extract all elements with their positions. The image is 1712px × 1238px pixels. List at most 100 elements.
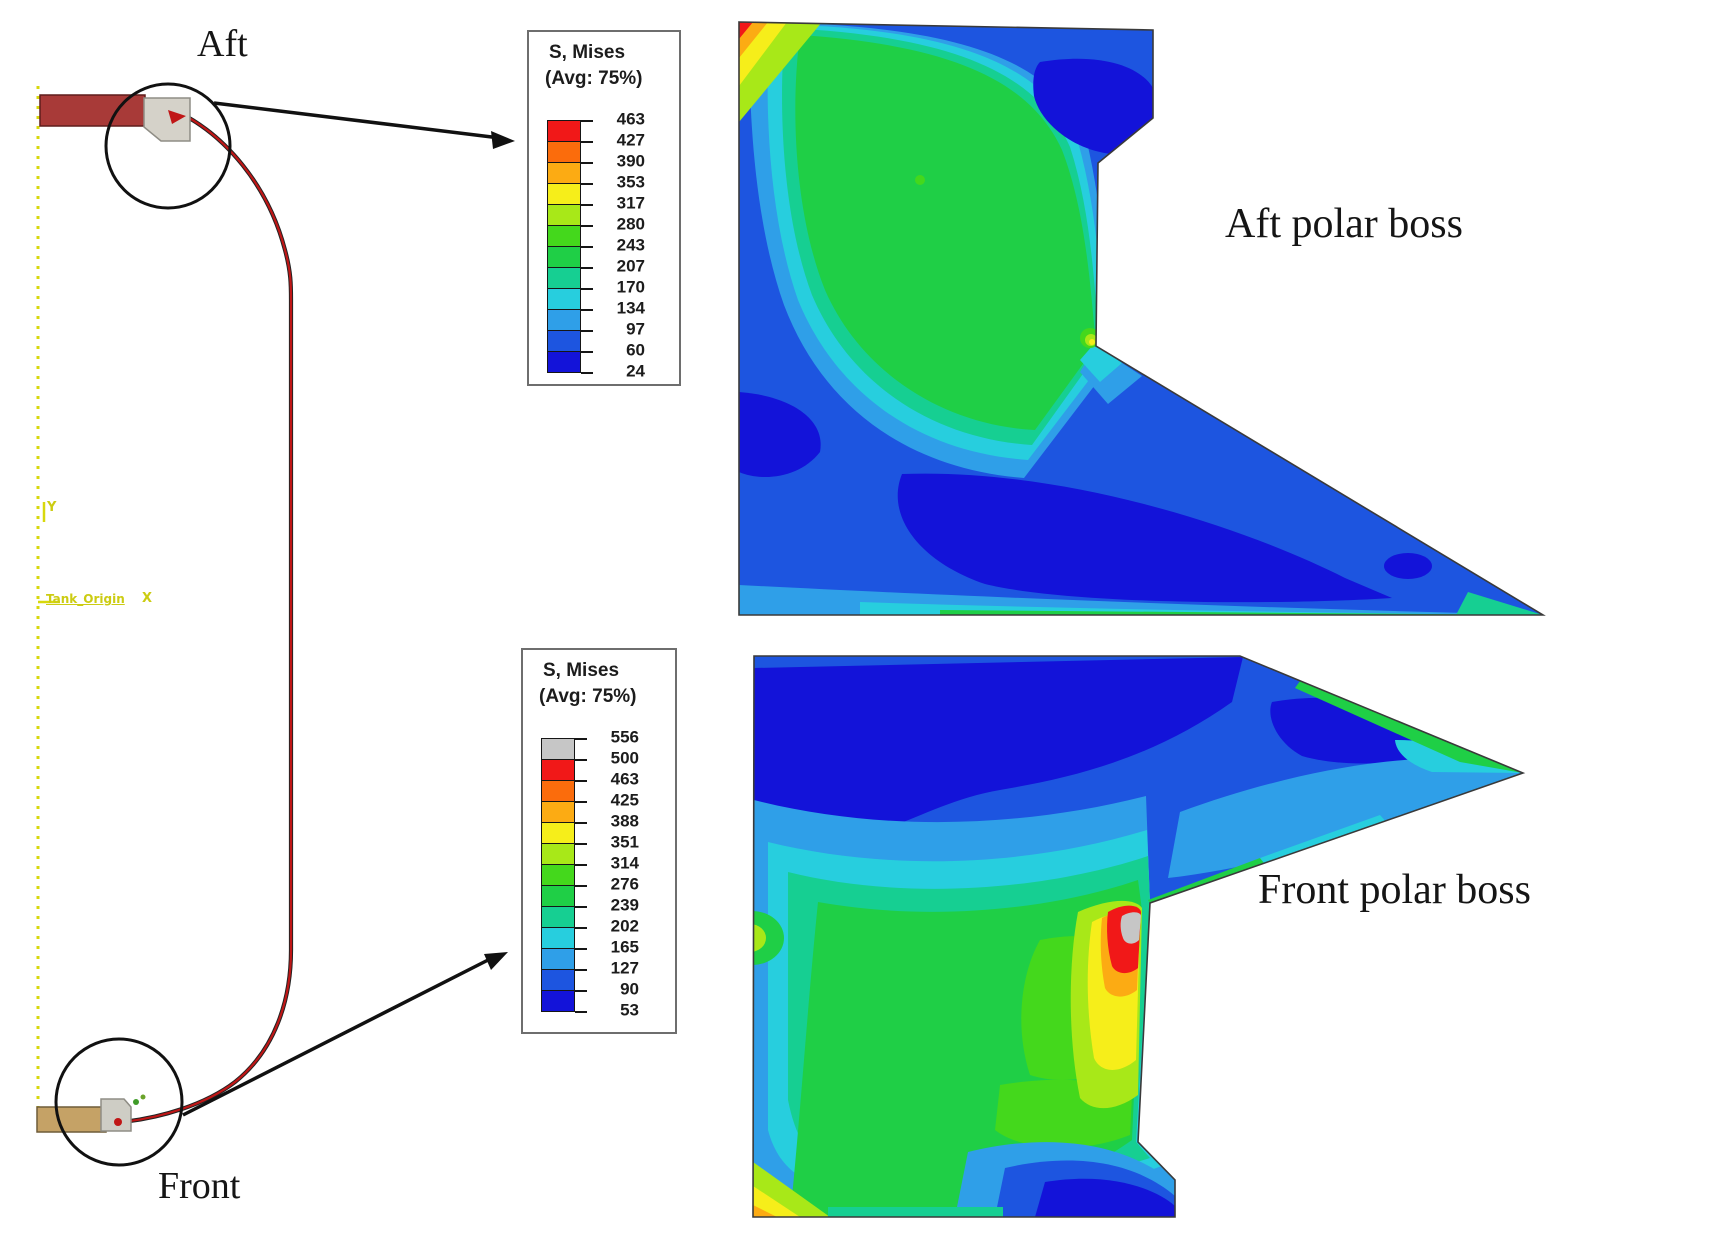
tank-contour-outline [121,110,294,1125]
legend-tick [575,864,587,866]
legend-tick-value: 427 [616,130,645,150]
legend-tick [581,246,593,248]
legend-color-swatch [541,759,575,781]
legend-tick [575,759,587,761]
aft-schematic-label: Aft [197,23,248,65]
front-boss-fitting [100,1098,132,1132]
front-detail-circle [54,1037,184,1167]
legend-tick [575,906,587,908]
legend-color-swatch [547,183,581,205]
legend-tick [581,183,593,185]
legend-tick-value: 463 [610,769,639,789]
legend-tick [581,120,593,122]
aft-boss-bar [39,94,146,127]
aft-callout-arrow-line [213,101,501,140]
legend-color-swatch [541,738,575,760]
legend-color-swatch [547,141,581,163]
legend-tick [581,330,593,332]
legend-color-swatch [547,330,581,352]
legend-color-swatch [541,885,575,907]
legend-color-swatch [541,990,575,1012]
legend-color-swatch [547,309,581,331]
legend-tick-value: 165 [610,937,639,957]
legend-tick-value: 97 [626,319,645,339]
legend-tick-value: 314 [610,853,639,873]
front-boss-bar [36,1106,107,1133]
legend-color-swatch [541,906,575,928]
front-callout-arrowhead [484,952,508,970]
legend-tick-value: 276 [610,874,639,894]
legend-tick-value: 425 [610,790,639,810]
front-callout-arrow-line [182,956,493,1117]
y-axis-label: Y [47,500,57,515]
legend-tick [575,843,587,845]
aft-contour-outline [738,21,1546,616]
legend-tick-value: 90 [620,979,639,999]
front-contour-plot [753,656,1523,1217]
legend-color-swatch [541,864,575,886]
legend-tick [575,969,587,971]
legend-tick [575,822,587,824]
legend-tick-value: 388 [610,811,639,831]
legend-tick [581,204,593,206]
front-legend-subtitle: (Avg: 75%) [539,686,637,707]
legend-tick [581,225,593,227]
front-legend-title: S, Mises [543,660,620,681]
origin-label: Tank_Origin [46,592,125,606]
aft-legend-subtitle: (Avg: 75%) [545,68,643,89]
aft-stress-legend: S, Mises (Avg: 75%) 463 427 390 353 317 280 24… [527,30,681,386]
aft-boss-node-marker [168,110,186,124]
front-stress-legend: S, Mises (Avg: 75%) 556 500 463 425 388 351 31… [521,648,677,1034]
legend-color-swatch [547,267,581,289]
front-contour-outline [752,655,1526,1218]
legend-color-swatch [547,162,581,184]
aft-callout-arrowhead [491,131,515,149]
legend-color-swatch [547,204,581,226]
legend-tick-value: 127 [610,958,639,978]
front-boss-node-green2 [140,1094,146,1100]
front-boss-node-red [114,1118,122,1126]
legend-tick-value: 243 [616,235,645,255]
legend-tick-value: 170 [616,277,645,297]
legend-color-swatch [547,246,581,268]
aft-detail-circle [104,82,232,210]
legend-tick-value: 53 [620,1000,639,1020]
legend-tick-value: 280 [616,214,645,234]
legend-color-swatch [547,225,581,247]
legend-tick [581,267,593,269]
legend-tick [575,801,587,803]
aft-legend-title: S, Mises [549,42,626,63]
legend-tick [575,738,587,740]
legend-tick-value: 202 [610,916,639,936]
legend-tick-value: 207 [616,256,645,276]
legend-tick [581,351,593,353]
legend-tick-value: 556 [610,727,639,747]
legend-tick-value: 500 [610,748,639,768]
legend-tick-value: 134 [616,298,645,318]
legend-tick [575,780,587,782]
legend-color-swatch [541,822,575,844]
legend-tick [581,141,593,143]
legend-color-swatch [541,948,575,970]
legend-tick-value: 353 [616,172,645,192]
legend-tick [575,885,587,887]
front-polar-boss-label: Front polar boss [1258,867,1531,913]
legend-tick [581,162,593,164]
legend-tick [575,948,587,950]
legend-color-swatch [541,843,575,865]
aft-polar-boss-label: Aft polar boss [1225,201,1463,247]
legend-tick-value: 239 [610,895,639,915]
legend-tick-value: 24 [626,361,645,381]
legend-color-swatch [547,120,581,142]
legend-tick [575,1011,587,1013]
legend-color-swatch [541,801,575,823]
legend-color-swatch [541,969,575,991]
x-axis-label: X [142,591,153,606]
legend-tick-value: 351 [610,832,639,852]
legend-color-swatch [541,780,575,802]
legend-color-swatch [541,927,575,949]
legend-tick [581,372,593,374]
legend-tick-value: 60 [626,340,645,360]
